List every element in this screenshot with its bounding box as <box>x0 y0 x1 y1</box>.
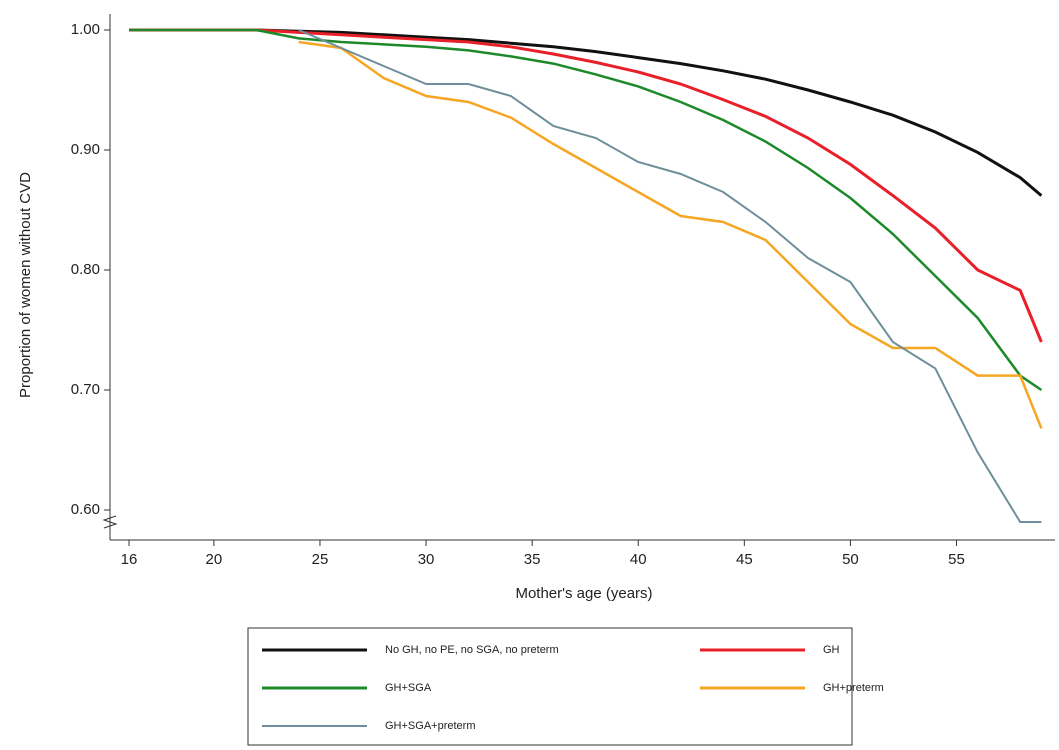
series-line <box>129 28 1043 343</box>
y-tick-label: 0.60 <box>71 501 100 518</box>
series-line <box>129 28 1043 392</box>
legend-label: GH <box>823 644 840 656</box>
axis-break <box>102 515 118 529</box>
x-axis-label: Mother's age (years) <box>515 585 652 602</box>
series-line <box>298 40 1043 429</box>
series-line <box>129 28 1043 197</box>
legend-label: GH+SGA <box>385 682 432 694</box>
x-tick-label: 50 <box>842 551 859 568</box>
x-tick-label: 20 <box>206 551 223 568</box>
x-tick-label: 35 <box>524 551 541 568</box>
y-tick-label: 0.70 <box>71 381 100 398</box>
x-tick-label: 16 <box>121 551 138 568</box>
x-tick-label: 55 <box>948 551 965 568</box>
legend-label: GH+SGA+preterm <box>385 720 475 732</box>
y-tick-label: 1.00 <box>71 21 100 38</box>
y-axis-label: Proportion of women without CVD <box>17 172 34 398</box>
x-tick-label: 25 <box>312 551 329 568</box>
x-tick-label: 40 <box>630 551 647 568</box>
x-tick-label: 30 <box>418 551 435 568</box>
y-tick-label: 0.80 <box>71 261 100 278</box>
legend-label: GH+preterm <box>823 682 884 694</box>
y-tick-label: 0.90 <box>71 141 100 158</box>
x-tick-label: 45 <box>736 551 753 568</box>
legend-label: No GH, no PE, no SGA, no preterm <box>385 644 559 656</box>
series-line <box>298 29 1042 523</box>
